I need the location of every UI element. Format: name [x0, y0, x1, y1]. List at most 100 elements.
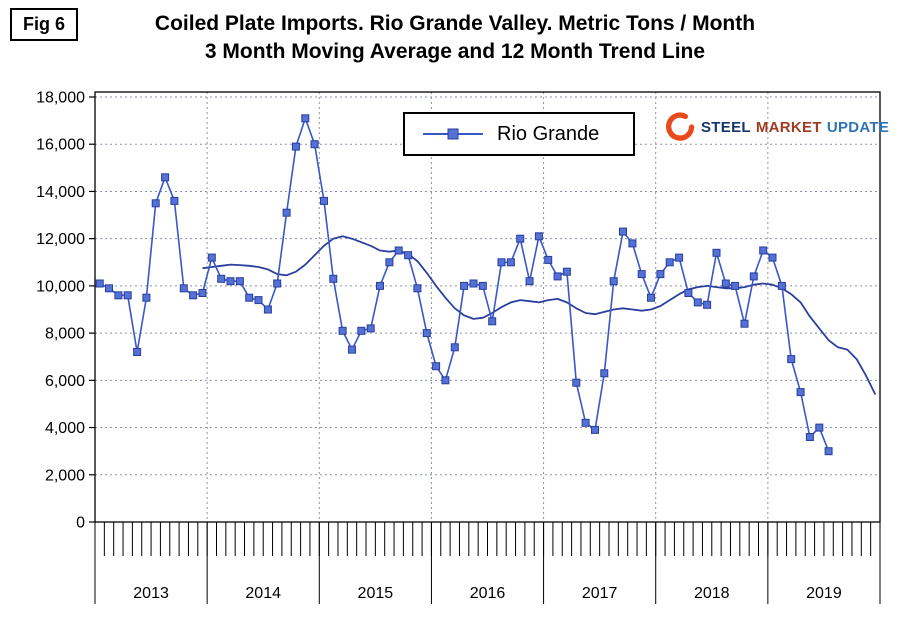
- plot-border: [94, 91, 881, 523]
- y-tick-label: 18,000: [36, 90, 85, 107]
- data-point-marker: [647, 293, 655, 302]
- data-point-marker: [161, 173, 170, 182]
- x-year-label: 2014: [245, 585, 281, 602]
- smu-logo-word-steel: STEEL: [701, 118, 751, 136]
- data-point-marker: [787, 355, 796, 364]
- data-point-marker: [133, 348, 142, 356]
- data-point-marker: [95, 279, 104, 288]
- data-point-marker: [235, 277, 244, 286]
- data-point-marker: [441, 376, 450, 385]
- data-point-marker: [123, 291, 132, 300]
- data-point-marker: [348, 345, 356, 354]
- data-point-marker: [179, 284, 188, 293]
- legend-label: Rio Grande: [497, 122, 600, 145]
- data-point-marker: [488, 317, 497, 326]
- legend-rio-grande-marker-icon: [423, 128, 483, 140]
- data-point-marker: [721, 279, 730, 288]
- data-point-marker: [357, 326, 366, 335]
- figure-number-box: Fig 6: [10, 8, 79, 41]
- data-point-marker: [572, 378, 581, 387]
- data-point-marker: [366, 324, 375, 333]
- data-point-marker: [413, 284, 422, 293]
- smu-logo-word-update: UPDATE: [826, 118, 890, 136]
- data-point-marker: [562, 267, 571, 276]
- y-tick-label: 12,000: [36, 231, 85, 248]
- data-point-marker: [198, 289, 207, 297]
- data-point-marker: [263, 305, 272, 314]
- data-point-marker: [544, 255, 553, 264]
- data-point-marker: [703, 300, 712, 309]
- data-point-marker: [422, 329, 431, 338]
- data-point-marker: [469, 279, 478, 288]
- chart-title-line2: 3 Month Moving Average and 12 Month Tren…: [204, 40, 706, 63]
- data-point-marker: [534, 232, 543, 241]
- y-tick-label: 4,000: [45, 420, 85, 437]
- data-point-marker: [581, 418, 590, 427]
- data-point-marker: [114, 291, 123, 300]
- data-point-marker: [329, 274, 338, 283]
- y-tick-label: 6,000: [45, 373, 85, 390]
- data-point-marker: [478, 281, 487, 290]
- data-point-marker: [450, 343, 459, 352]
- data-point-marker: [254, 296, 263, 305]
- data-point-marker: [142, 293, 151, 302]
- data-point-marker: [684, 289, 693, 297]
- chart-title-line1: Coiled Plate Imports. Rio Grande Valley.…: [154, 12, 756, 35]
- data-point-marker: [338, 326, 347, 335]
- x-year-label: 2019: [806, 585, 842, 602]
- data-point-marker: [619, 227, 627, 236]
- data-point-marker: [105, 284, 113, 293]
- data-point-marker: [376, 281, 384, 290]
- x-year-label: 2017: [582, 585, 618, 602]
- y-tick-label: 0: [76, 515, 85, 532]
- data-point-marker: [656, 270, 665, 279]
- data-point-marker: [189, 291, 198, 300]
- data-point-marker: [712, 248, 721, 257]
- y-tick-label: 14,000: [36, 184, 85, 201]
- data-point-marker: [796, 388, 805, 397]
- data-point-marker: [506, 258, 515, 267]
- data-point-marker: [291, 142, 300, 151]
- y-tick-label: 2,000: [45, 467, 85, 484]
- data-point-marker: [600, 369, 609, 378]
- data-point-marker: [385, 258, 394, 267]
- smu-logo-word-market: MARKET: [755, 118, 822, 136]
- data-point-marker: [805, 433, 814, 441]
- data-point-marker: [245, 293, 254, 302]
- data-point-marker: [516, 234, 525, 243]
- data-point-marker: [460, 281, 469, 290]
- data-point-marker: [553, 272, 562, 281]
- legend-box: Rio Grande: [403, 112, 635, 156]
- data-point-marker: [432, 362, 441, 371]
- data-point-marker: [273, 279, 282, 288]
- smu-logo: STEEL MARKET UPDATE: [666, 112, 889, 142]
- data-point-marker: [693, 298, 702, 307]
- smu-logo-swoosh-icon: [666, 112, 695, 141]
- data-point-marker: [759, 246, 768, 255]
- x-year-label: 2013: [133, 585, 169, 602]
- data-point-marker: [815, 423, 824, 432]
- x-year-label: 2015: [358, 585, 394, 602]
- data-point-marker: [824, 447, 833, 456]
- data-point-marker: [609, 277, 618, 286]
- y-tick-label: 8,000: [45, 326, 85, 343]
- data-point-marker: [731, 281, 740, 290]
- trend-line: [202, 235, 877, 395]
- data-point-marker: [226, 277, 235, 286]
- chart-title: Coiled Plate Imports. Rio Grande Valley.…: [60, 10, 850, 66]
- data-point-marker: [628, 239, 637, 248]
- x-year-label: 2016: [470, 585, 506, 602]
- data-point-marker: [675, 253, 684, 262]
- data-point-marker: [282, 208, 291, 217]
- data-point-marker: [525, 277, 534, 286]
- data-point-marker: [749, 272, 758, 281]
- y-tick-label: 16,000: [36, 137, 85, 154]
- data-point-marker: [404, 251, 413, 260]
- data-point-marker: [151, 199, 160, 208]
- data-point-marker: [320, 196, 328, 205]
- data-point-marker: [170, 196, 179, 205]
- data-point-marker: [777, 281, 786, 290]
- x-year-label: 2018: [694, 585, 730, 602]
